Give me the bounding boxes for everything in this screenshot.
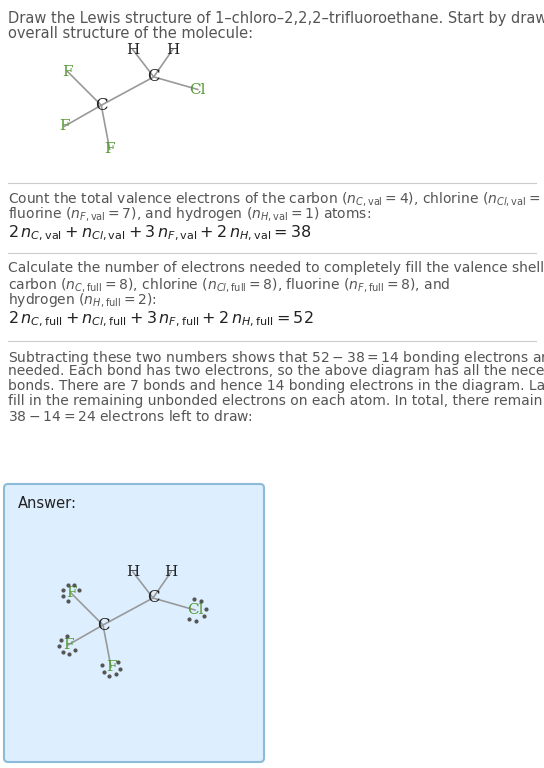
Text: Cl: Cl [190,82,206,97]
Text: Draw the Lewis structure of 1–chloro–2,2,2–trifluoroethane. Start by drawing the: Draw the Lewis structure of 1–chloro–2,2… [8,11,544,26]
Text: Calculate the number of electrons needed to completely fill the valence shells f: Calculate the number of electrons needed… [8,261,544,275]
Text: Count the total valence electrons of the carbon ($n_{C,\mathrm{val}} = 4$), chlo: Count the total valence electrons of the… [8,190,544,208]
Text: F: F [63,65,73,78]
Text: F: F [59,119,70,134]
Text: $38 - 14 = 24$ electrons left to draw:: $38 - 14 = 24$ electrons left to draw: [8,409,253,424]
Text: H: H [126,565,140,579]
Text: C: C [147,590,159,607]
Text: Answer:: Answer: [18,496,77,511]
Text: $2\,n_{C,\mathrm{full}} + n_{Cl,\mathrm{full}} + 3\,n_{F,\mathrm{full}} + 2\,n_{: $2\,n_{C,\mathrm{full}} + n_{Cl,\mathrm{… [8,310,313,329]
Text: C: C [147,68,160,85]
Text: Cl: Cl [187,603,203,617]
Text: C: C [97,617,109,634]
Text: needed. Each bond has two electrons, so the above diagram has all the necessary: needed. Each bond has two electrons, so … [8,364,544,378]
Text: Subtracting these two numbers shows that $52 - 38 = 14$ bonding electrons are: Subtracting these two numbers shows that… [8,349,544,367]
Text: $2\,n_{C,\mathrm{val}} + n_{Cl,\mathrm{val}} + 3\,n_{F,\mathrm{val}} + 2\,n_{H,\: $2\,n_{C,\mathrm{val}} + n_{Cl,\mathrm{v… [8,224,312,243]
Text: H: H [166,42,180,57]
Text: F: F [104,142,115,157]
Text: overall structure of the molecule:: overall structure of the molecule: [8,26,253,41]
Text: F: F [63,638,73,652]
Text: H: H [164,565,178,579]
Text: hydrogen ($n_{H,\mathrm{full}} = 2$):: hydrogen ($n_{H,\mathrm{full}} = 2$): [8,291,157,309]
Text: C: C [95,97,108,114]
Text: F: F [66,586,76,600]
Text: H: H [126,42,139,57]
Text: bonds. There are 7 bonds and hence 14 bonding electrons in the diagram. Lastly,: bonds. There are 7 bonds and hence 14 bo… [8,379,544,393]
Text: fill in the remaining unbonded electrons on each atom. In total, there remain: fill in the remaining unbonded electrons… [8,394,542,408]
FancyBboxPatch shape [4,484,264,762]
Text: carbon ($n_{C,\mathrm{full}} = 8$), chlorine ($n_{Cl,\mathrm{full}} = 8$), fluor: carbon ($n_{C,\mathrm{full}} = 8$), chlo… [8,276,450,294]
Text: fluorine ($n_{F,\mathrm{val}} = 7$), and hydrogen ($n_{H,\mathrm{val}} = 1$) ato: fluorine ($n_{F,\mathrm{val}} = 7$), and… [8,205,371,223]
Text: F: F [106,660,116,674]
